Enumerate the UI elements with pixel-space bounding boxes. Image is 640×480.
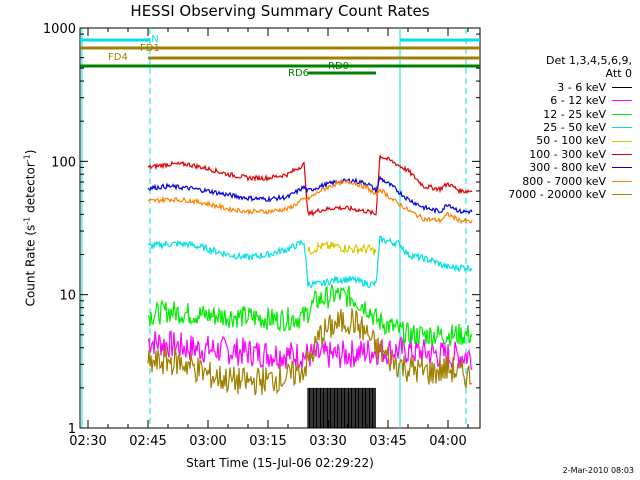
legend-entry-label: 7000 - 20000 keV	[508, 188, 606, 202]
timestamp: 2-Mar-2010 08:03	[562, 466, 634, 475]
state-bar-label-rd6: RD6	[288, 68, 309, 79]
legend-header-line-2: Att 0	[605, 67, 632, 81]
series-line-8	[147, 308, 473, 396]
legend-swatch	[612, 87, 632, 89]
y-tick-label: 1000	[43, 22, 76, 37]
y-tick-label: 100	[51, 155, 76, 170]
x-axis-label: Start Time (15-Jul-06 02:29:22)	[186, 456, 374, 470]
legend-entry: 3 - 6 keV	[478, 81, 636, 94]
state-bar-label-n: N	[151, 34, 158, 45]
x-tick-label: 03:30	[309, 434, 346, 449]
x-tick-label: 02:30	[69, 434, 106, 449]
series-line-3	[147, 235, 473, 289]
state-bar-label-fd1: FD1	[140, 43, 160, 54]
legend-swatch	[612, 167, 632, 169]
y-axis-label-end: )	[23, 149, 38, 155]
series-line-6	[147, 175, 473, 215]
plot-frame	[79, 27, 481, 429]
x-tick-label: 03:15	[249, 434, 286, 449]
x-tick-label: 03:00	[189, 434, 226, 449]
x-tick-label: 02:45	[129, 434, 166, 449]
legend-swatch	[612, 100, 632, 102]
y-axis-label-mid: detector	[23, 162, 38, 217]
legend-entry-label: 50 - 100 keV	[536, 134, 606, 148]
y-axis-label: Count Rate (s-1 detector-1)	[23, 150, 38, 307]
legend-entry-label: 800 - 7000 keV	[522, 174, 606, 188]
y-tick-label: 1	[68, 422, 76, 437]
legend-entry: 7000 - 20000 keV	[478, 188, 636, 201]
state-bar-label-fd4: FD4	[108, 52, 128, 63]
legend: Det 1,3,4,5,6,9, Att 0 3 - 6 keV 6 - 12 k…	[478, 54, 636, 201]
legend-entry-label: 3 - 6 keV	[557, 80, 606, 94]
x-tick-label: 04:00	[429, 434, 466, 449]
series-line-2	[147, 284, 473, 347]
series-line-0	[307, 387, 376, 428]
x-tick-label: 03:45	[369, 434, 406, 449]
legend-entry-label: 12 - 25 keV	[543, 107, 606, 121]
legend-entry: 300 - 800 keV	[478, 161, 636, 174]
legend-entry: 100 - 300 keV	[478, 148, 636, 161]
state-bar-label-rd0: RD0	[328, 61, 349, 72]
series-line-7	[147, 179, 473, 225]
y-tick-label: 10	[59, 289, 76, 304]
legend-swatch	[612, 154, 632, 156]
legend-rows: 3 - 6 keV 6 - 12 keV 12 - 25 keV 25 - 50 ke…	[478, 81, 636, 202]
legend-swatch	[612, 180, 632, 182]
legend-swatch	[612, 140, 632, 142]
legend-entry: 6 - 12 keV	[478, 94, 636, 107]
legend-entry: 800 - 7000 keV	[478, 175, 636, 188]
legend-entry: 50 - 100 keV	[478, 134, 636, 147]
legend-entry-label: 25 - 50 keV	[543, 121, 606, 135]
y-axis-label-sup2: -1	[22, 154, 32, 163]
legend-swatch	[612, 113, 632, 115]
legend-entry: 12 - 25 keV	[478, 108, 636, 121]
legend-header-line-1: Det 1,3,4,5,6,9,	[545, 54, 632, 67]
series-line-5	[147, 155, 473, 217]
series-line-4	[307, 240, 377, 256]
legend-entry-label: 300 - 800 keV	[529, 161, 606, 175]
y-axis-label-sup1: -1	[22, 216, 32, 225]
legend-entry-label: 6 - 12 keV	[550, 94, 606, 108]
y-axis-label-main: Count Rate (s	[23, 224, 38, 307]
legend-swatch	[612, 194, 632, 196]
chart-title: HESSI Observing Summary Count Rates	[130, 2, 430, 20]
legend-swatch	[612, 127, 632, 129]
legend-entry: 25 - 50 keV	[478, 121, 636, 134]
legend-entry-label: 100 - 300 keV	[529, 147, 606, 161]
